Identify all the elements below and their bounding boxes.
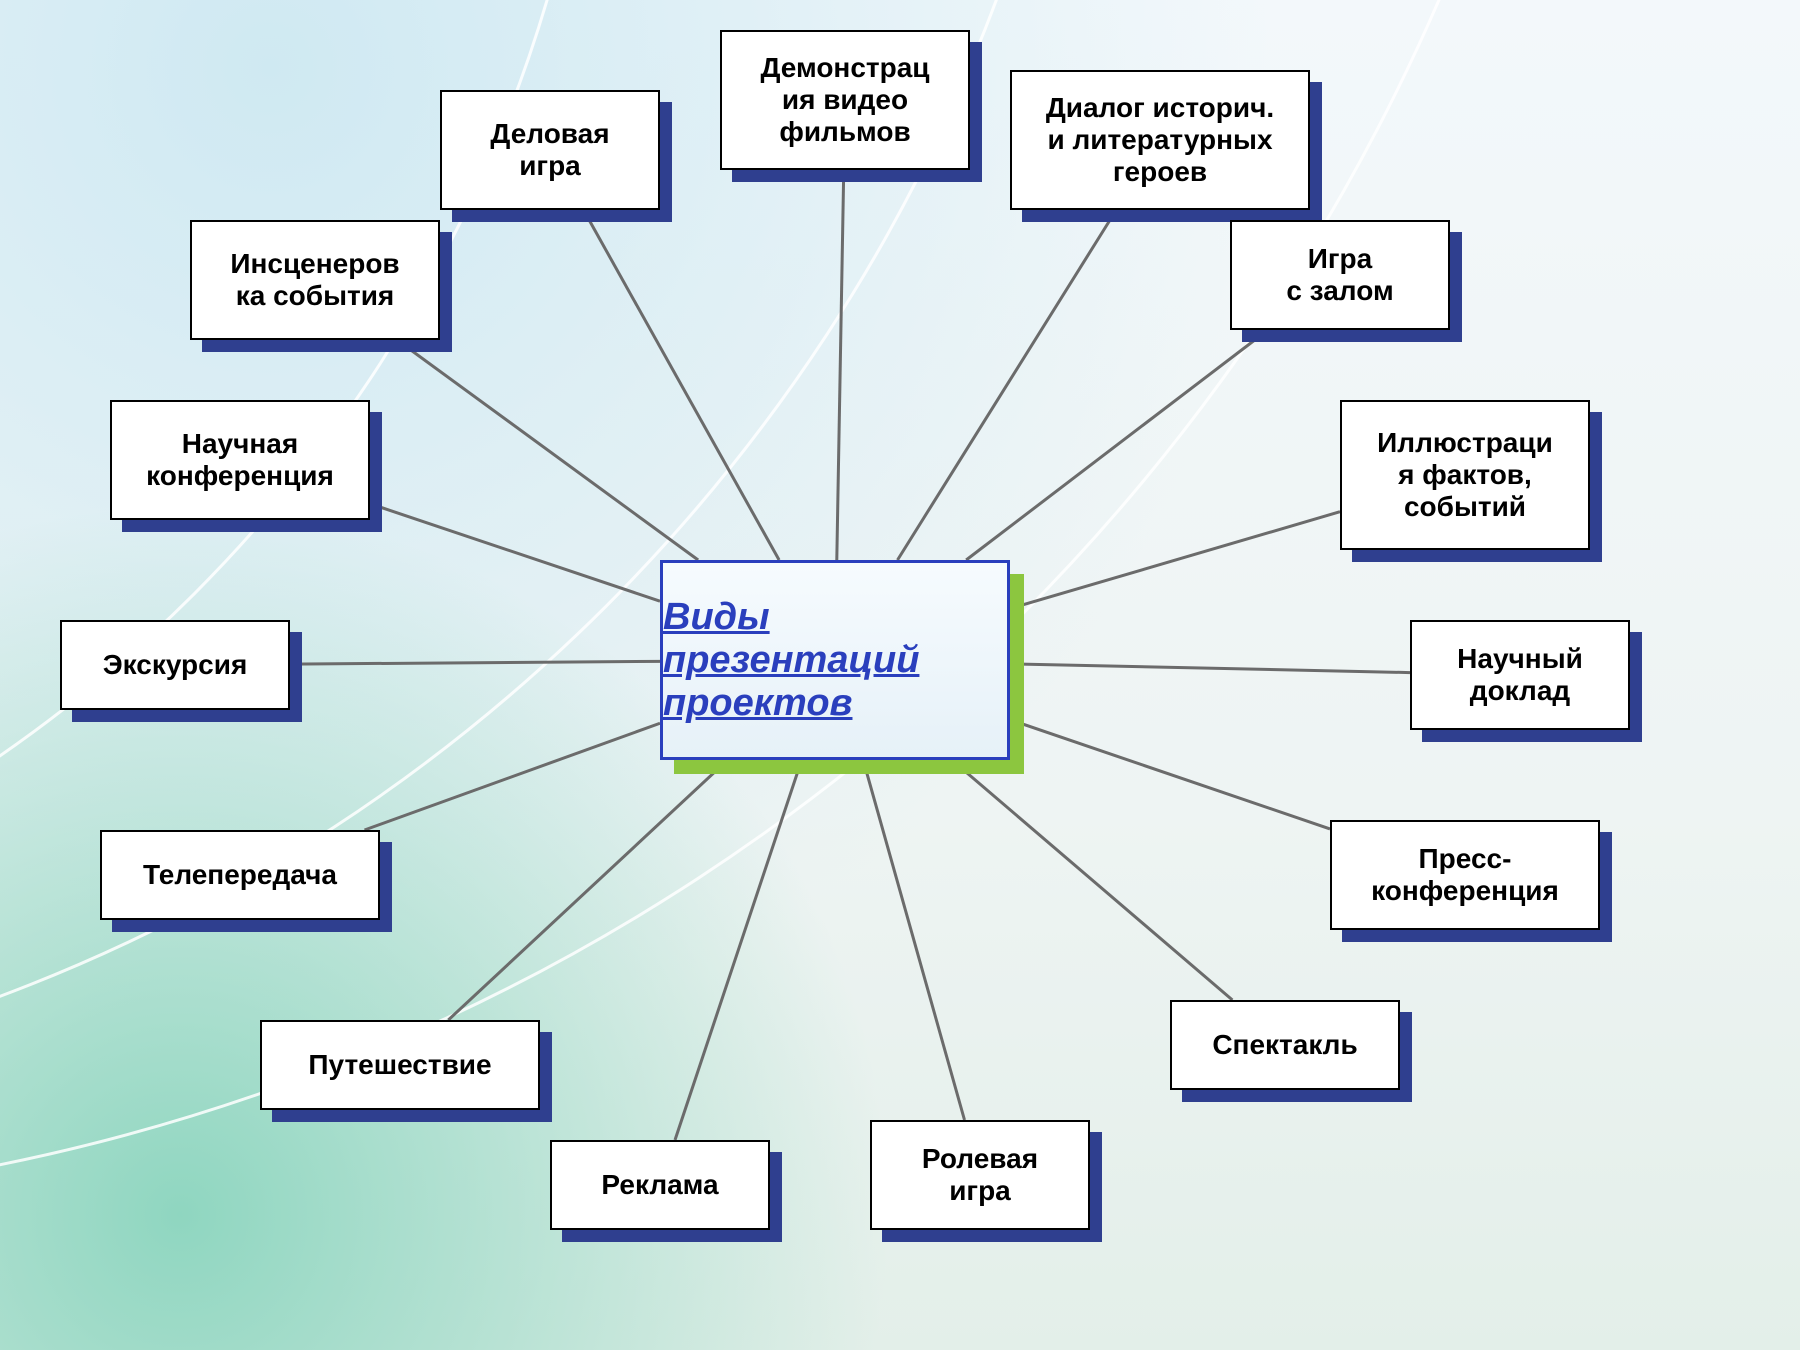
node-face: Иллюстрация фактов,событий [1340,400,1590,550]
node-face: Научнаяконференция [110,400,370,520]
connector-line [584,210,780,560]
connector-line [898,210,1117,560]
node-conference: Научнаяконференция [110,400,370,520]
node-face: Научныйдоклад [1410,620,1630,730]
node-label: Научныйдоклад [1457,643,1583,707]
node-tv: Телепередача [100,830,380,920]
node-label: Демонстрация видеофильмов [760,52,929,149]
node-face: Диалог историч.и литературныхгероев [1010,70,1310,210]
connector-line [952,760,1233,1000]
node-label: Телепередача [143,859,337,891]
node-press: Пресс-конференция [1330,820,1600,930]
node-excursion: Экскурсия [60,620,290,710]
node-face: Ролеваяигра [870,1120,1090,1230]
connector-line [863,760,964,1120]
node-label: Иллюстрация фактов,событий [1377,427,1553,524]
node-face: Деловаяигра [440,90,660,210]
connector-line [365,723,660,830]
node-label: Играс залом [1286,243,1393,307]
connector-line [1010,664,1410,673]
node-face: Экскурсия [60,620,290,710]
node-dialog-heroes: Диалог историч.и литературныхгероев [1010,70,1310,210]
node-label: Инсценеровка события [230,248,399,312]
connector-line [1010,512,1340,609]
diagram-stage: Демонстрация видеофильмов Деловаяигра Диал… [0,0,1800,1350]
node-travel: Путешествие [260,1020,540,1110]
node-label: Пресс-конференция [1371,843,1559,907]
center-box: Виды презентаций проектов [660,560,1010,760]
node-label: Деловаяигра [490,118,609,182]
connector-line [370,504,660,601]
node-staging: Инсценеровка события [190,220,440,340]
node-label: Путешествие [308,1049,491,1081]
connector-line [675,760,802,1140]
node-label: Диалог историч.и литературныхгероев [1046,92,1274,189]
node-illustration: Иллюстрация фактов,событий [1340,400,1590,550]
node-report: Научныйдоклад [1410,620,1630,730]
node-face: Путешествие [260,1020,540,1110]
node-show: Спектакль [1170,1000,1400,1090]
node-face: Спектакль [1170,1000,1400,1090]
node-face: Телепередача [100,830,380,920]
center-title: Виды презентаций проектов [663,596,1007,725]
node-game-hall: Играс залом [1230,220,1450,330]
node-face: Инсценеровка события [190,220,440,340]
node-face: Пресс-конференция [1330,820,1600,930]
node-ad: Реклама [550,1140,770,1230]
connector-line [966,330,1268,560]
connector-line [1010,720,1330,829]
node-face: Играс залом [1230,220,1450,330]
connector-line [837,170,844,560]
connector-line [448,760,727,1020]
node-label: Реклама [601,1169,718,1201]
connector-line [290,661,660,664]
node-label: Экскурсия [103,649,248,681]
node-face: Реклама [550,1140,770,1230]
node-face: Демонстрация видеофильмов [720,30,970,170]
node-biz-game: Деловаяигра [440,90,660,210]
node-label: Научнаяконференция [146,428,334,492]
node-label: Ролеваяигра [922,1143,1038,1207]
node-label: Спектакль [1212,1029,1357,1061]
node-demo-video: Демонстрация видеофильмов [720,30,970,170]
node-role-game: Ролеваяигра [870,1120,1090,1230]
